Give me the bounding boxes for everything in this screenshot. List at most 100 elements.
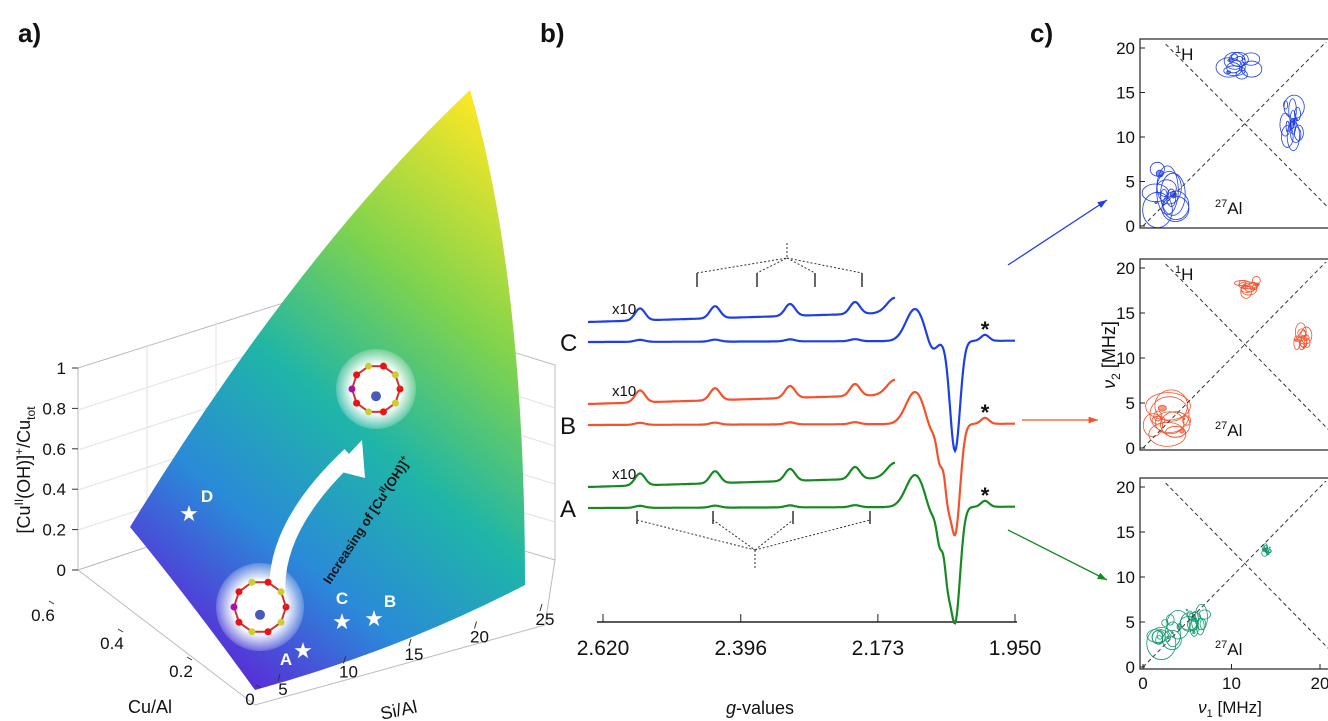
surface: [130, 90, 525, 690]
y-tick-label: 5: [1126, 394, 1135, 413]
x-tick-label: 20: [1311, 674, 1328, 693]
atom: [235, 588, 242, 595]
contour: [1156, 636, 1163, 645]
y-tick-label: 5: [1126, 613, 1135, 632]
star: ★: [179, 501, 199, 526]
label-part: Al: [1227, 199, 1242, 218]
structure: [336, 349, 416, 429]
x-axis-label: ν1 [MHz]: [1198, 698, 1262, 720]
contour: [1155, 201, 1157, 203]
x-tick-label: 0.4: [100, 634, 124, 653]
contour: [1257, 284, 1258, 285]
star: ★: [364, 606, 384, 631]
label-part: II: [12, 499, 26, 506]
diagonal: [1161, 39, 1328, 226]
contour: [1303, 347, 1304, 349]
scale-label: x10: [612, 301, 636, 318]
atom: [265, 579, 272, 586]
y-tick-label: 5: [278, 680, 287, 699]
contour: [1193, 631, 1196, 634]
star: ★: [293, 638, 313, 663]
pointer-head: [1089, 417, 1098, 424]
contour: [1267, 552, 1268, 554]
z-axis-label: [CuII(OH)]+/Cutot: [12, 406, 38, 534]
label-part: ν: [1099, 380, 1119, 389]
contour: [1170, 191, 1176, 197]
y-tick-label: 15: [1116, 304, 1135, 323]
x-tick-label: 0: [1138, 674, 1147, 693]
nucleus-label: 1H: [1175, 264, 1193, 284]
point-label: D: [201, 487, 213, 506]
label-part: 27: [1215, 639, 1227, 651]
contour: [1244, 284, 1246, 286]
label-part: H: [1181, 265, 1193, 284]
y-tick-label: 0: [1126, 439, 1135, 458]
label-part: Al: [1227, 421, 1242, 440]
x-tick-label: 0.2: [169, 662, 193, 681]
label-part: tot: [24, 406, 38, 420]
z-tick-label: 0.8: [42, 399, 66, 418]
atom: [248, 579, 255, 586]
pointer-arrow: [1008, 530, 1107, 580]
x-tick-label: 1.950: [989, 637, 1042, 660]
nucleus-label: 27Al: [1215, 198, 1242, 218]
contour: [1149, 422, 1186, 446]
label-part: g: [726, 698, 736, 718]
y-tick-label: 15: [405, 645, 424, 664]
panel-label: a): [18, 18, 41, 48]
scale-label: x10: [612, 466, 636, 483]
atom: [278, 619, 285, 626]
marker: *: [981, 483, 990, 508]
spectrum: [588, 309, 1015, 451]
y-axis-label: Si/Al: [379, 697, 419, 721]
contour: [1228, 59, 1234, 62]
contour: [1301, 336, 1302, 338]
figure: Increasing of [CuII(OH)]+ a) b) c) [CuII…: [0, 0, 1328, 721]
atom: [353, 371, 360, 378]
atom: [392, 371, 399, 378]
contour: [1293, 119, 1295, 125]
contour: [1172, 632, 1174, 634]
contour: [1156, 170, 1163, 177]
atom: [365, 408, 372, 415]
panel-label: c): [1030, 18, 1053, 48]
trace-label: C: [560, 330, 577, 357]
x-axis-label: g-values: [726, 698, 794, 718]
y-tick-label: 10: [1116, 349, 1135, 368]
label-part: (OH)]: [14, 455, 34, 499]
x-tick-label: 2.173: [852, 637, 905, 660]
atom: [248, 628, 255, 635]
label-part: /Cu: [14, 420, 34, 448]
z-tick-label: 0.4: [42, 480, 66, 499]
atom: [365, 363, 372, 370]
pointer-head: [1097, 573, 1107, 580]
y-tick-label: 20: [1116, 259, 1135, 278]
contour-plot: [1143, 478, 1328, 667]
trace-label: A: [560, 496, 576, 523]
contour: [1269, 547, 1270, 548]
label-part: 27: [1215, 198, 1227, 210]
x-tick-label: 0.6: [31, 606, 55, 625]
star: ★: [332, 609, 352, 634]
structure: [216, 563, 304, 651]
label-part: Al: [1227, 640, 1242, 659]
contour: [1236, 56, 1243, 61]
cu-atom: [371, 391, 381, 401]
label-part: 27: [1215, 420, 1227, 432]
atom: [278, 588, 285, 595]
z-tick-label: 0: [57, 561, 66, 580]
marker: *: [981, 400, 990, 425]
cu-atom: [255, 610, 265, 620]
contour: [1180, 429, 1184, 433]
structure: [745, 148, 829, 232]
atom: [380, 363, 387, 370]
y-tick-label: 5: [1126, 173, 1135, 192]
y-tick-label: 20: [470, 628, 489, 647]
contour: [1186, 609, 1187, 610]
tick-mark: [187, 657, 192, 660]
contour: [1295, 339, 1297, 341]
z-tick-label: 1: [57, 359, 66, 378]
tick-mark: [118, 629, 123, 632]
atom: [231, 604, 238, 611]
nucleus-label: 27Al: [1215, 639, 1242, 659]
